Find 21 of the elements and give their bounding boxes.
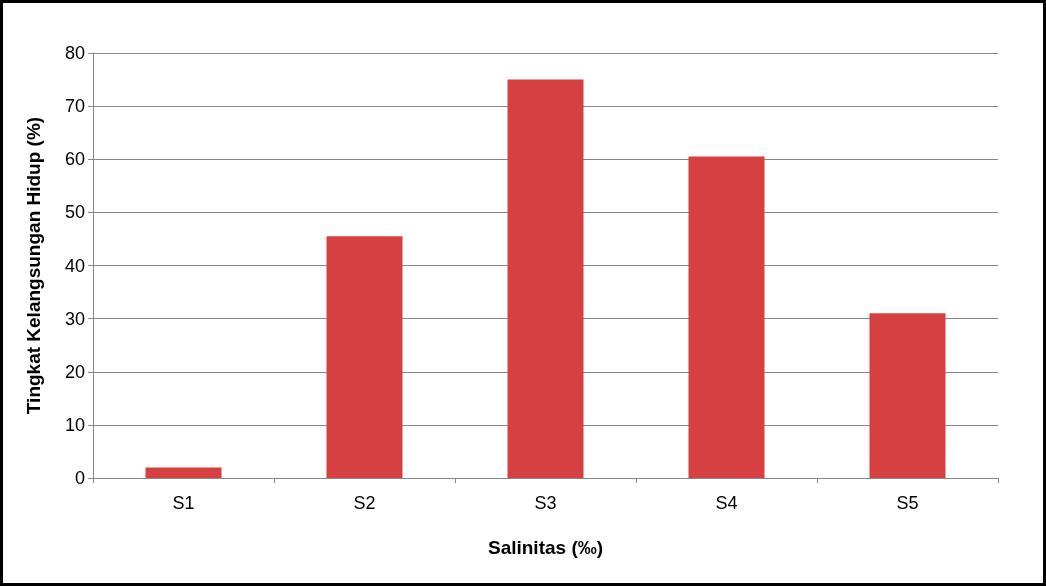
y-axis-title: Tingkat Kelangsungan Hidup (%) <box>23 116 44 415</box>
y-tick-label: 60 <box>64 149 85 170</box>
x-tick-label: S5 <box>896 493 919 513</box>
x-tick-label: S4 <box>715 493 738 513</box>
y-tick-label: 20 <box>64 361 85 382</box>
y-tick-label: 50 <box>64 202 85 223</box>
bar <box>145 467 222 478</box>
bar <box>869 313 946 478</box>
x-tick-label: S3 <box>534 493 557 513</box>
y-tick-label: 10 <box>64 414 85 435</box>
x-axis-title: Salinitas (‰) <box>487 537 604 558</box>
bar <box>507 79 584 478</box>
bar <box>688 156 765 478</box>
y-tick-label: 40 <box>64 255 85 276</box>
y-tick-label: 70 <box>64 96 85 117</box>
y-tick-label: 0 <box>74 468 85 488</box>
y-tick-label: 30 <box>64 308 85 329</box>
x-tick-label: S1 <box>172 493 195 513</box>
x-tick-label: S2 <box>353 493 376 513</box>
y-tick-label: 80 <box>64 43 85 63</box>
bar <box>326 236 403 478</box>
